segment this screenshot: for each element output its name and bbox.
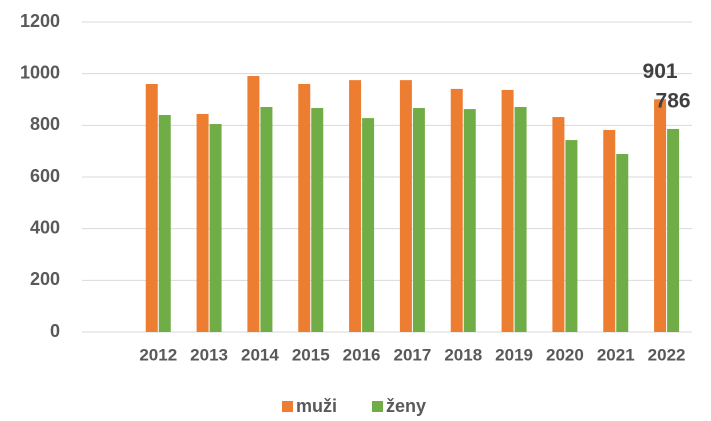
bar xyxy=(667,128,680,332)
bar xyxy=(616,154,629,332)
bar xyxy=(145,84,158,332)
x-tick-label: 2020 xyxy=(546,345,584,364)
bar xyxy=(362,118,375,332)
y-tick-label: 0 xyxy=(50,321,60,341)
bar xyxy=(450,88,463,333)
x-tick-label: 2013 xyxy=(190,345,228,364)
bar xyxy=(311,108,324,333)
y-tick-label: 1000 xyxy=(20,62,60,82)
y-tick-label: 600 xyxy=(30,166,60,186)
x-tick-label: 2015 xyxy=(292,345,330,364)
bar xyxy=(399,80,412,332)
value-label: 901 xyxy=(643,60,678,83)
x-tick-label: 2016 xyxy=(343,345,381,364)
x-tick-label: 2021 xyxy=(597,345,635,364)
legend-label: ženy xyxy=(386,396,426,416)
bar xyxy=(654,99,667,332)
bar xyxy=(349,80,362,332)
x-tick-label: 2012 xyxy=(139,345,177,364)
bar xyxy=(412,108,425,333)
bar xyxy=(158,115,171,332)
x-tick-label: 2022 xyxy=(648,345,686,364)
x-tick-label: 2017 xyxy=(394,345,432,364)
y-tick-label: 200 xyxy=(30,269,60,289)
legend-swatch xyxy=(282,401,293,412)
bar xyxy=(552,117,565,332)
bar xyxy=(260,106,273,332)
value-label: 786 xyxy=(656,89,691,112)
x-tick-label: 2018 xyxy=(444,345,482,364)
bar xyxy=(196,113,209,332)
bar xyxy=(501,89,514,332)
y-tick-label: 400 xyxy=(30,217,60,237)
x-tick-label: 2014 xyxy=(241,345,279,364)
y-tick-label: 1200 xyxy=(20,11,60,31)
bar xyxy=(603,129,616,332)
bar xyxy=(209,124,222,333)
bar xyxy=(514,106,527,332)
y-tick-label: 800 xyxy=(30,114,60,134)
bar xyxy=(298,84,311,332)
bar xyxy=(565,140,578,332)
legend-label: muži xyxy=(296,396,337,416)
bar xyxy=(247,75,260,332)
legend-swatch xyxy=(372,401,383,412)
x-tick-label: 2019 xyxy=(495,345,533,364)
bar xyxy=(463,109,476,332)
